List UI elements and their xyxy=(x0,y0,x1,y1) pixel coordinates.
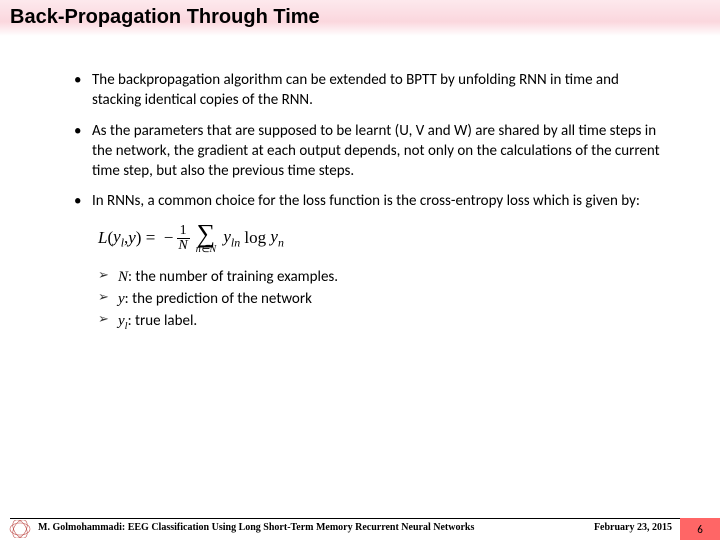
definition-item: N: the number of training examples. xyxy=(98,267,660,287)
slide-title: Back-Propagation Through Time xyxy=(10,6,320,29)
page-number: 6 xyxy=(697,523,703,536)
bullet-item: As the parameters that are supposed to b… xyxy=(70,121,660,182)
definition-list: N: the number of training examples. y: t… xyxy=(98,267,660,335)
slide-content: The backpropagation algorithm can be ext… xyxy=(70,70,660,337)
definition-item: yl: true label. xyxy=(98,311,660,334)
footer-date: February 23, 2015 xyxy=(594,522,672,533)
bullet-item: The backpropagation algorithm can be ext… xyxy=(70,70,660,111)
bullet-item: In RNNs, a common choice for the loss fu… xyxy=(70,191,660,211)
definition-item: y: the prediction of the network xyxy=(98,289,660,309)
logo-icon xyxy=(8,520,32,538)
bullet-list: The backpropagation algorithm can be ext… xyxy=(70,70,660,212)
def-text: : true label. xyxy=(128,312,198,330)
slide-footer: M. Golmohammadi: EEG Classification Usin… xyxy=(0,518,720,540)
footer-divider xyxy=(10,518,710,519)
footer-author: M. Golmohammadi: EEG Classification Usin… xyxy=(38,522,474,533)
loss-formula: L(yl, y) = − 1N ∑n∈N yln log yn xyxy=(98,222,660,255)
def-text: : the number of training examples. xyxy=(128,268,338,286)
slide: Back-Propagation Through Time The backpr… xyxy=(0,0,720,540)
def-text: : the prediction of the network xyxy=(125,290,312,308)
page-number-box: 6 xyxy=(680,518,720,540)
